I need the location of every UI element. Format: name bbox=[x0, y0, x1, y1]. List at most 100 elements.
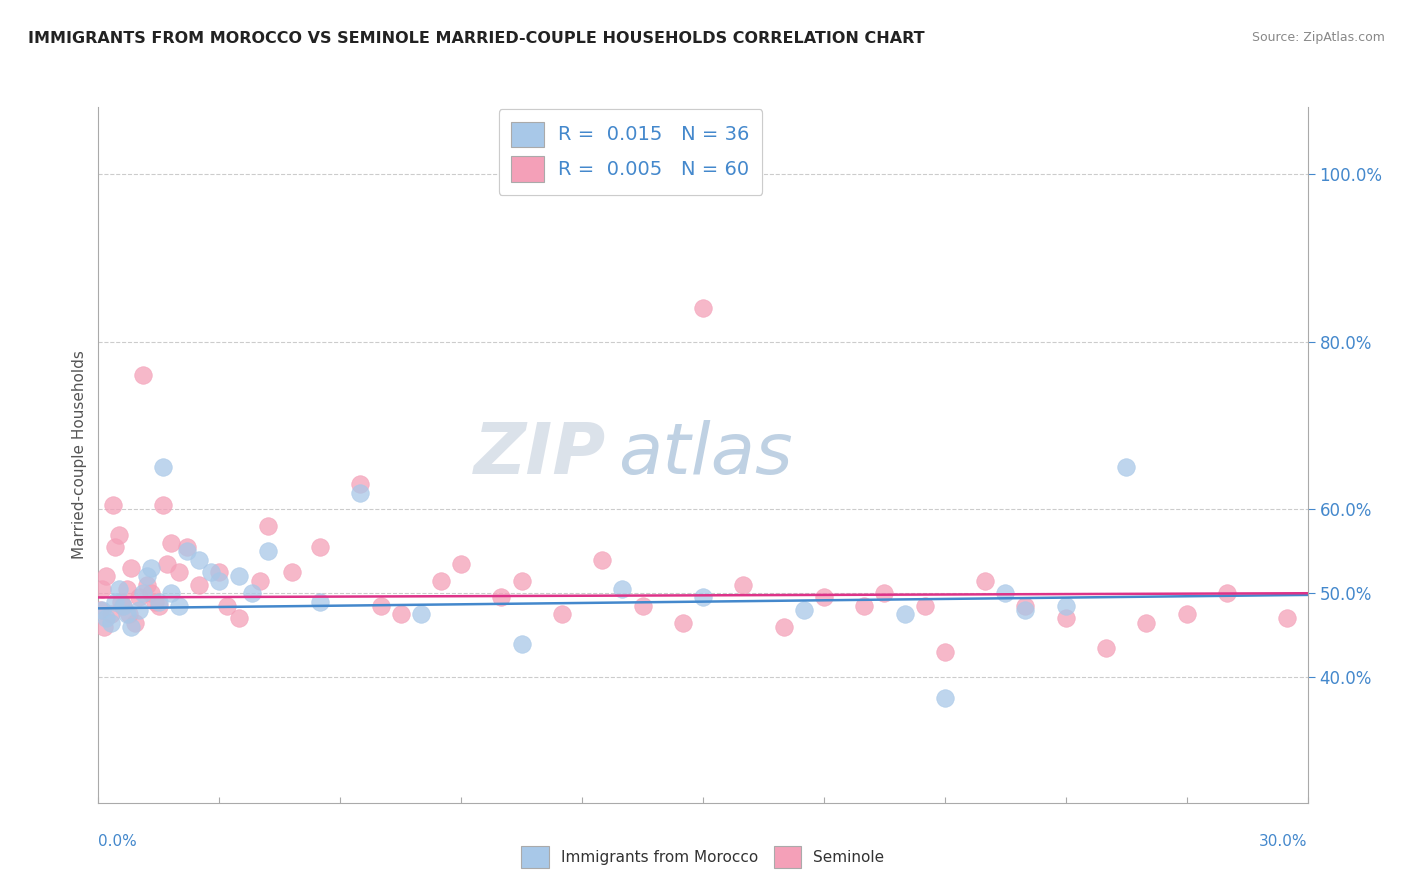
Point bbox=[228, 611, 250, 625]
Point bbox=[111, 599, 134, 613]
Point bbox=[91, 582, 114, 596]
Point bbox=[188, 578, 211, 592]
Point bbox=[349, 485, 371, 500]
Point bbox=[692, 591, 714, 605]
Point bbox=[100, 607, 122, 622]
Point bbox=[1014, 599, 1036, 613]
Point bbox=[1054, 599, 1077, 613]
Point bbox=[772, 620, 794, 634]
Point bbox=[309, 594, 332, 608]
Point bbox=[128, 603, 150, 617]
Point bbox=[152, 460, 174, 475]
Point bbox=[176, 544, 198, 558]
Point bbox=[132, 368, 155, 383]
Point bbox=[249, 574, 271, 588]
Point bbox=[228, 569, 250, 583]
Point bbox=[491, 591, 513, 605]
Point bbox=[176, 540, 198, 554]
Point bbox=[139, 561, 162, 575]
Point bbox=[450, 557, 472, 571]
Point bbox=[1216, 586, 1239, 600]
Point bbox=[128, 591, 150, 605]
Point bbox=[152, 498, 174, 512]
Point bbox=[156, 557, 179, 571]
Point bbox=[430, 574, 453, 588]
Point bbox=[111, 599, 134, 613]
Text: ZIP: ZIP bbox=[474, 420, 606, 490]
Point bbox=[256, 519, 278, 533]
Point bbox=[124, 615, 146, 630]
Point bbox=[612, 582, 634, 596]
Point bbox=[692, 301, 714, 316]
Point bbox=[93, 620, 115, 634]
Point bbox=[110, 594, 132, 608]
Point bbox=[148, 594, 170, 608]
Point bbox=[148, 599, 170, 613]
Point bbox=[91, 603, 114, 617]
Point bbox=[100, 615, 122, 630]
Point bbox=[733, 578, 755, 592]
Point bbox=[672, 615, 695, 630]
Point bbox=[135, 578, 157, 592]
Point bbox=[115, 607, 138, 622]
Legend: Immigrants from Morocco, Seminole: Immigrants from Morocco, Seminole bbox=[513, 838, 893, 875]
Point bbox=[96, 569, 118, 583]
Point bbox=[551, 607, 574, 622]
Point bbox=[934, 645, 956, 659]
Point bbox=[409, 607, 432, 622]
Point bbox=[160, 586, 183, 600]
Point bbox=[208, 574, 231, 588]
Point bbox=[120, 561, 142, 575]
Point bbox=[208, 566, 231, 580]
Point bbox=[115, 582, 138, 596]
Point bbox=[1115, 460, 1137, 475]
Point bbox=[118, 607, 141, 622]
Point bbox=[914, 599, 936, 613]
Point bbox=[309, 540, 332, 554]
Point bbox=[1014, 603, 1036, 617]
Point bbox=[200, 566, 222, 580]
Point bbox=[101, 498, 124, 512]
Point bbox=[873, 586, 896, 600]
Point bbox=[240, 586, 263, 600]
Point bbox=[349, 477, 371, 491]
Point bbox=[1135, 615, 1157, 630]
Point bbox=[188, 552, 211, 566]
Text: 30.0%: 30.0% bbox=[1260, 834, 1308, 849]
Point bbox=[631, 599, 654, 613]
Point bbox=[1054, 611, 1077, 625]
Point bbox=[389, 607, 412, 622]
Point bbox=[893, 607, 915, 622]
Text: Source: ZipAtlas.com: Source: ZipAtlas.com bbox=[1251, 31, 1385, 45]
Point bbox=[793, 603, 815, 617]
Point bbox=[256, 544, 278, 558]
Point bbox=[934, 691, 956, 706]
Point bbox=[974, 574, 997, 588]
Point bbox=[167, 566, 190, 580]
Point bbox=[853, 599, 876, 613]
Text: 0.0%: 0.0% bbox=[98, 834, 138, 849]
Point bbox=[103, 540, 125, 554]
Text: atlas: atlas bbox=[619, 420, 793, 490]
Text: IMMIGRANTS FROM MOROCCO VS SEMINOLE MARRIED-COUPLE HOUSEHOLDS CORRELATION CHART: IMMIGRANTS FROM MOROCCO VS SEMINOLE MARR… bbox=[28, 31, 925, 46]
Legend: R =  0.015   N = 36, R =  0.005   N = 60: R = 0.015 N = 36, R = 0.005 N = 60 bbox=[499, 109, 762, 194]
Point bbox=[510, 574, 533, 588]
Point bbox=[1175, 607, 1198, 622]
Point bbox=[107, 582, 129, 596]
Point bbox=[135, 569, 157, 583]
Point bbox=[370, 599, 392, 613]
Point bbox=[510, 636, 533, 650]
Point bbox=[1277, 611, 1299, 625]
Point bbox=[143, 594, 166, 608]
Point bbox=[1095, 640, 1118, 655]
Point bbox=[89, 603, 111, 617]
Point bbox=[103, 594, 125, 608]
Y-axis label: Married-couple Households: Married-couple Households bbox=[72, 351, 87, 559]
Point bbox=[217, 599, 239, 613]
Point bbox=[107, 527, 129, 541]
Point bbox=[167, 599, 190, 613]
Point bbox=[591, 552, 613, 566]
Point bbox=[281, 566, 304, 580]
Point bbox=[139, 586, 162, 600]
Point bbox=[160, 536, 183, 550]
